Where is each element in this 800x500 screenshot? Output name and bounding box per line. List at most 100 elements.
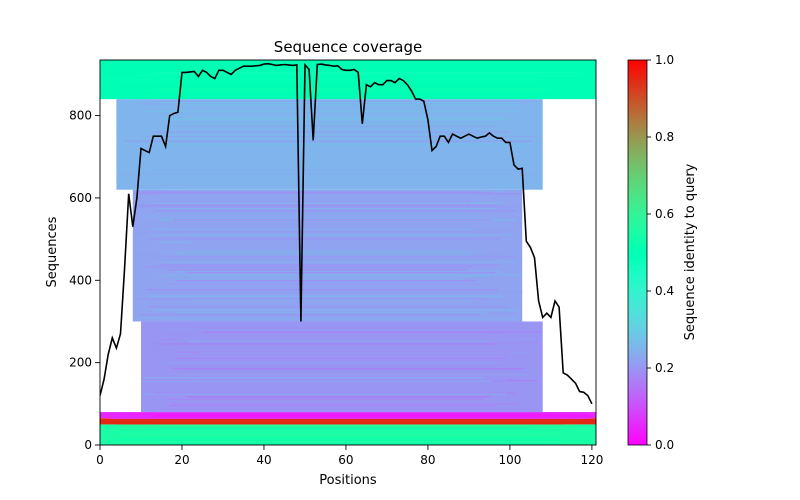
alignment-stripe [189, 299, 476, 301]
alignment-stripe [155, 168, 527, 171]
colorbar-tick-label: 0.2 [655, 361, 674, 375]
x-tick-label: 120 [580, 453, 603, 467]
alignment-stripe [149, 73, 539, 75]
alignment-stripe [155, 343, 498, 345]
alignment-stripe [148, 258, 498, 260]
alignment-stripes [100, 72, 594, 445]
alignment-stripe [199, 342, 543, 344]
colorbar-tick-label: 0.0 [655, 438, 674, 452]
alignment-stripe [202, 331, 542, 333]
alignment-stripe [162, 118, 508, 120]
alignment-stripe [156, 193, 477, 196]
alignment-stripe [138, 204, 498, 206]
alignment-stripe [173, 367, 524, 370]
alignment-stripe [109, 417, 591, 420]
alignment-stripe [164, 328, 488, 331]
colorbar-tick-label: 0.6 [655, 207, 674, 221]
y-tick-label: 200 [69, 356, 92, 370]
alignment-stripe [124, 140, 533, 142]
alignment-stripe [162, 126, 511, 129]
alignment-stripe [190, 241, 517, 243]
alignment-stripe [158, 260, 522, 263]
alignment-stripe [151, 100, 538, 102]
alignment-stripe [139, 314, 480, 316]
alignment-stripe [138, 90, 548, 92]
alignment-stripe [163, 190, 467, 192]
alignment-stripe [159, 373, 541, 375]
alignment-stripe [148, 428, 536, 430]
alignment-stripe [176, 312, 488, 314]
alignment-stripe [135, 254, 506, 257]
alignment-stripe [170, 347, 538, 349]
alignment-stripe [148, 295, 504, 297]
colorbar-tick-label: 0.8 [655, 130, 674, 144]
alignment-stripe [175, 279, 476, 282]
alignment-stripe [133, 193, 522, 195]
y-tick-label: 600 [69, 191, 92, 205]
alignment-stripe [165, 362, 501, 364]
alignment-stripe [159, 208, 494, 210]
alignment-stripe [171, 403, 517, 405]
alignment-stripe [108, 413, 587, 415]
alignment-stripe [141, 201, 467, 203]
alignment-stripe [121, 425, 575, 427]
alignment-stripe [141, 215, 481, 217]
alignment-stripe [134, 231, 503, 233]
y-axis: 0 200 400 600 800 [69, 109, 100, 452]
alignment-stripe [148, 266, 475, 268]
alignment-stripe [154, 392, 516, 394]
alignment-stripe [176, 338, 535, 340]
alignment-stripe [150, 291, 523, 294]
alignment-stripe [196, 327, 506, 329]
alignment-stripe [175, 357, 506, 359]
alignment-stripe [176, 253, 474, 255]
alignment-stripe [117, 173, 535, 175]
alignment-stripe [154, 309, 518, 311]
alignment-stripe [157, 212, 476, 215]
alignment-stripe [134, 317, 519, 319]
alignment-stripe [119, 77, 570, 79]
alignment-stripe [115, 423, 566, 425]
alignment-stripe [115, 439, 589, 442]
alignment-stripe [176, 125, 496, 128]
alignment-stripe [142, 191, 481, 193]
x-tick-label: 40 [256, 453, 271, 467]
coverage-band [140, 321, 543, 413]
alignment-stripe [138, 298, 491, 300]
colorbar-label: Sequence identity to query [683, 163, 698, 340]
alignment-stripe [191, 324, 515, 326]
alignment-stripe [159, 144, 531, 146]
alignment-stripe [137, 103, 528, 105]
alignment-stripe [109, 435, 553, 437]
alignment-stripe [181, 374, 529, 376]
alignment-stripe [146, 289, 499, 291]
y-tick-label: 800 [69, 109, 92, 123]
alignment-stripe [119, 437, 559, 439]
alignment-stripe [154, 131, 510, 133]
alignment-stripe [166, 269, 467, 271]
alignment-stripe [138, 206, 517, 208]
alignment-stripe [173, 219, 493, 221]
alignment-stripe [141, 380, 491, 382]
alignment-stripe [141, 393, 497, 395]
alignment-stripe [162, 123, 501, 125]
alignment-stripe [152, 88, 551, 90]
alignment-stripe [121, 420, 582, 422]
alignment-stripe [189, 379, 508, 381]
alignment-stripe [155, 202, 504, 204]
alignment-stripe [153, 234, 513, 236]
alignment-stripe [173, 351, 508, 353]
coverage-line [100, 62, 593, 405]
alignment-stripe [154, 415, 591, 417]
chart-title: Sequence coverage [274, 38, 422, 56]
alignment-stripe [146, 163, 529, 165]
alignment-stripe [141, 111, 520, 113]
x-tick-label: 100 [498, 453, 521, 467]
alignment-stripe [159, 264, 499, 266]
alignment-stripe [168, 405, 497, 407]
x-tick-label: 20 [174, 453, 189, 467]
alignment-stripe [166, 274, 522, 276]
alignment-stripe [189, 396, 488, 399]
x-tick-label: 60 [338, 453, 353, 467]
